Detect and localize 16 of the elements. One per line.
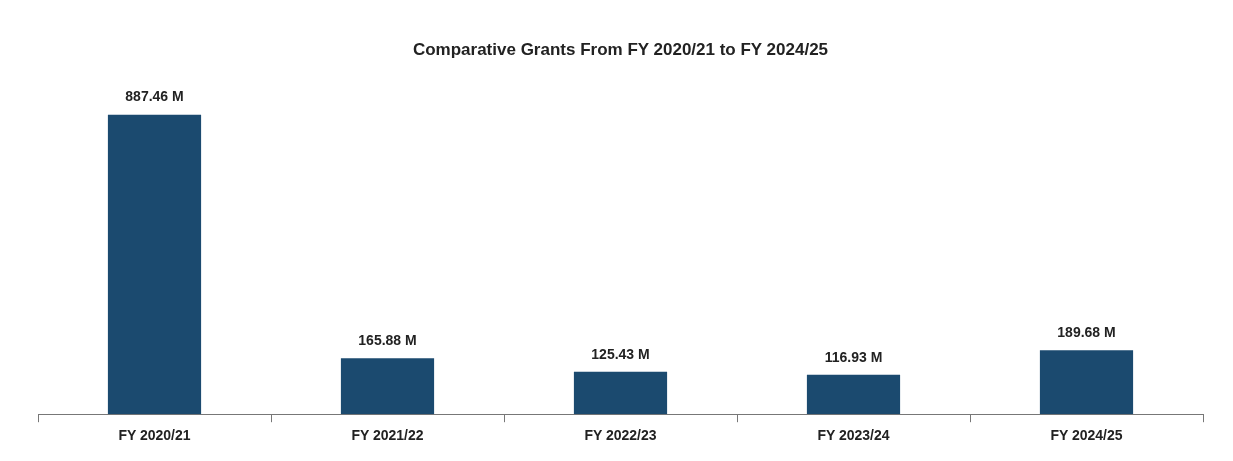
data-label: 887.46 M: [125, 88, 184, 105]
data-label: 116.93 M: [824, 348, 883, 365]
data-label: 189.68 M: [1057, 324, 1116, 341]
bar: [806, 374, 901, 415]
chart-title: Comparative Grants From FY 2020/21 to FY 2024/25: [412, 39, 829, 59]
data-label: 125.43 M: [591, 345, 650, 362]
x-tick-label: FY 2020/21: [118, 427, 191, 444]
bar: [340, 358, 435, 415]
bar: [573, 371, 668, 415]
bar: [1039, 350, 1134, 415]
x-tick-label: FY 2022/23: [584, 427, 657, 444]
x-tick-label: FY 2023/24: [817, 427, 890, 444]
x-tick-label: FY 2024/25: [1050, 427, 1123, 444]
bar: [107, 114, 202, 415]
x-tick-label: FY 2021/22: [351, 427, 424, 444]
data-label: 165.88 M: [358, 332, 417, 349]
